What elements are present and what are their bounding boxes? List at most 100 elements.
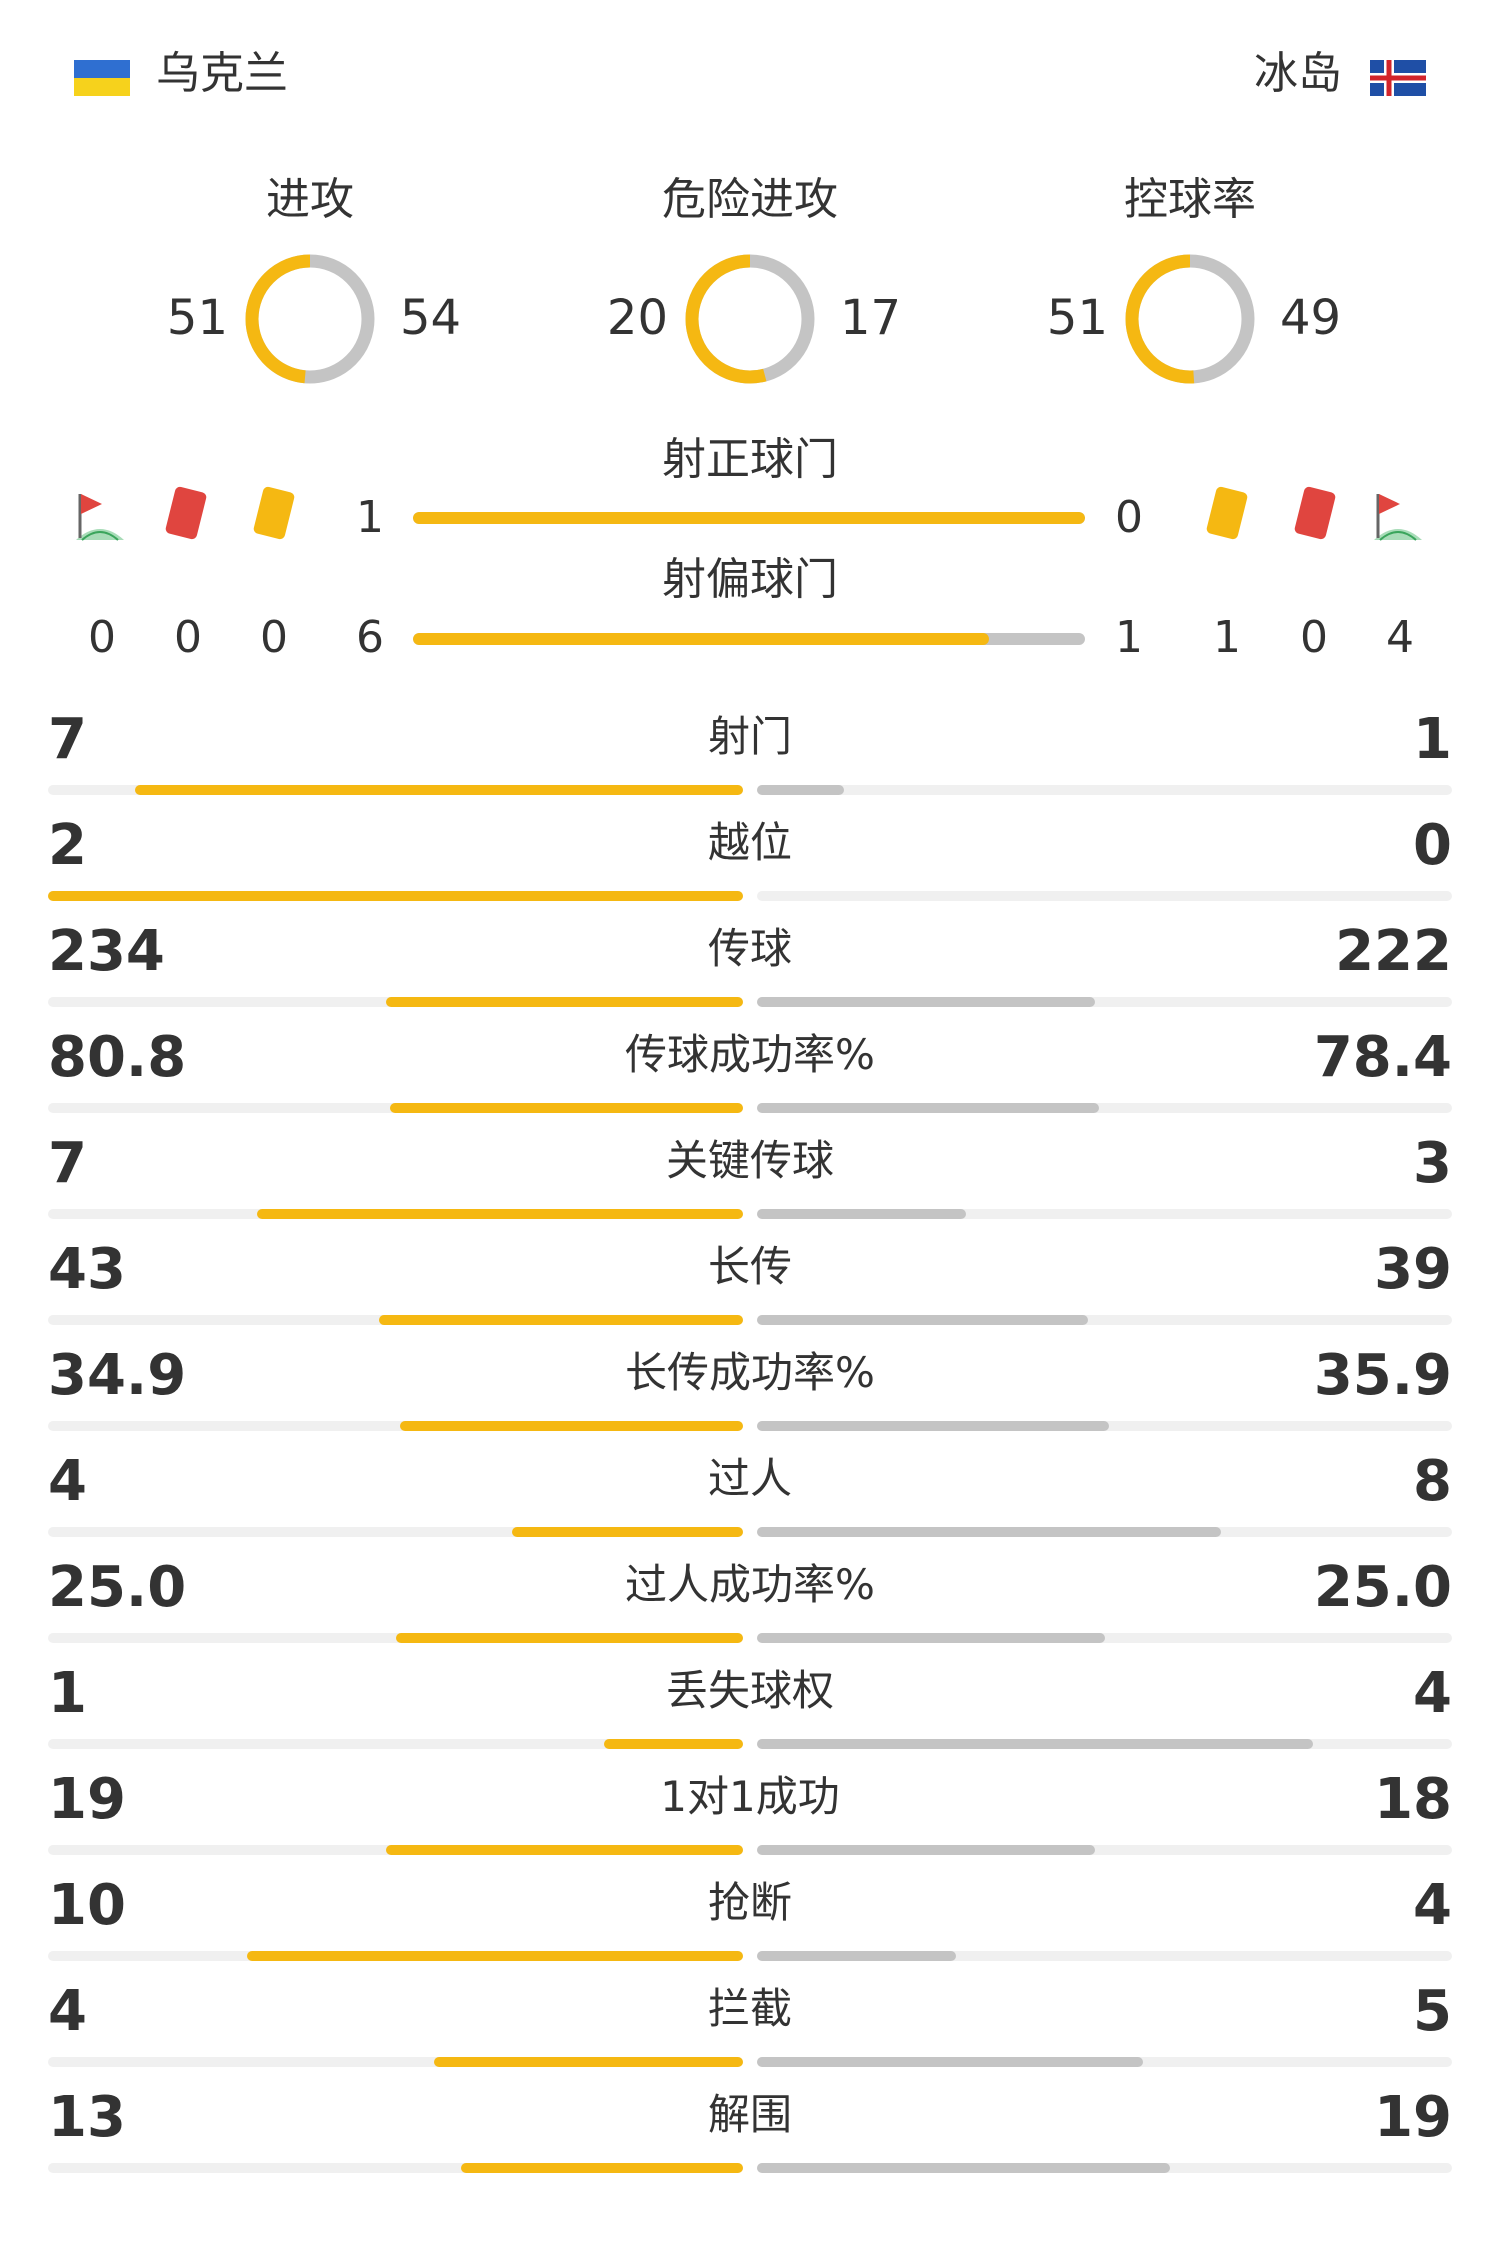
stat-home-track	[48, 1633, 743, 1643]
stat-label: 过人	[707, 1454, 792, 1503]
stat-home-track	[48, 1103, 743, 1113]
stat-home-bar	[511, 1527, 743, 1537]
stat-away-bar	[757, 1951, 956, 1961]
stat-row: 43 长传 39	[48, 1235, 1452, 1341]
stat-label: 传球成功率%	[625, 1030, 875, 1079]
stat-home-track	[48, 1951, 743, 1961]
stat-row: 19 1对1成功 18	[48, 1765, 1452, 1871]
stat-label: 关键传球	[665, 1136, 834, 1185]
stat-home-value: 2	[48, 813, 87, 878]
corner-flag-icon	[1374, 494, 1422, 541]
stat-away-bar	[757, 1103, 1099, 1113]
stat-label: 射门	[707, 712, 792, 761]
stat-home-value: 19	[48, 1767, 126, 1832]
stat-home-track	[48, 785, 743, 795]
iceland-flag-icon	[1370, 60, 1426, 96]
shots-on-target-label: 射正球门	[662, 434, 838, 485]
stat-row: 4 拦截 5	[48, 1977, 1452, 2083]
stat-home-track	[48, 891, 743, 901]
stat-home-track	[48, 997, 743, 1007]
stat-away-bar	[757, 1421, 1110, 1431]
shots-on-target-home-fill	[413, 512, 1085, 524]
home-shots-off-target: 6	[356, 612, 384, 663]
stat-away-value: 1	[1413, 707, 1452, 772]
shots-off-target-label: 射偏球门	[662, 554, 838, 605]
stat-away-track	[757, 2057, 1452, 2067]
stat-away-bar	[757, 2057, 1144, 2067]
stat-home-track	[48, 1527, 743, 1537]
stat-home-track	[48, 2057, 743, 2067]
red-card-icon	[1294, 486, 1336, 540]
red-card-icon	[165, 486, 207, 540]
stat-home-value: 80.8	[48, 1025, 187, 1090]
donut-away-value: 49	[1280, 290, 1342, 346]
stat-home-track	[48, 2163, 743, 2173]
away-red-cards: 0	[1300, 612, 1328, 663]
stat-label: 1对1成功	[660, 1772, 840, 1821]
stat-home-bar	[134, 785, 743, 795]
ukraine-flag-icon	[74, 60, 130, 96]
stat-home-bar	[395, 1633, 743, 1643]
stat-home-bar	[48, 891, 743, 901]
stat-away-value: 222	[1335, 919, 1452, 984]
stat-away-track	[757, 1633, 1452, 1643]
stat-away-track	[757, 891, 1452, 901]
stat-away-value: 35.9	[1313, 1343, 1452, 1408]
stat-away-value: 39	[1374, 1237, 1452, 1302]
stat-away-bar	[757, 1845, 1095, 1855]
stat-label: 传球	[707, 924, 792, 973]
stat-home-value: 4	[48, 1979, 87, 2044]
donut-home-arc	[245, 254, 375, 384]
stat-away-bar	[757, 1315, 1088, 1325]
stat-away-track	[757, 1209, 1452, 1219]
stat-home-track	[48, 1739, 743, 1749]
stat-home-value: 7	[48, 707, 87, 772]
away-shots-off-target: 1	[1115, 612, 1143, 663]
yellow-card-icon	[1206, 486, 1248, 540]
donut-away-value: 17	[840, 290, 902, 346]
stat-away-bar	[757, 2163, 1170, 2173]
stat-away-value: 18	[1374, 1767, 1452, 1832]
home-team-name: 乌克兰	[156, 48, 288, 99]
stat-away-value: 0	[1413, 813, 1452, 878]
home-yellow-cards: 0	[260, 612, 288, 663]
stat-row: 25.0 过人成功率% 25.0	[48, 1553, 1452, 1659]
stat-away-track	[757, 2163, 1452, 2173]
away-shots-on-target: 0	[1115, 492, 1143, 543]
stat-home-bar	[434, 2057, 743, 2067]
stat-away-track	[757, 1421, 1452, 1431]
stat-away-value: 8	[1413, 1449, 1452, 1514]
stat-home-track	[48, 1421, 743, 1431]
stat-label: 长传	[707, 1242, 792, 1291]
stat-away-track	[757, 785, 1452, 795]
stat-home-bar	[246, 1951, 743, 1961]
stat-home-track	[48, 1209, 743, 1219]
stat-away-track	[757, 1951, 1452, 1961]
stat-away-value: 78.4	[1313, 1025, 1452, 1090]
donut-chart	[245, 254, 375, 384]
stat-away-track	[757, 1315, 1452, 1325]
stat-away-track	[757, 1845, 1452, 1855]
stat-away-track	[757, 997, 1452, 1007]
stat-label: 抢断	[707, 1878, 792, 1927]
home-corners: 0	[88, 612, 116, 663]
stat-away-value: 25.0	[1313, 1555, 1452, 1620]
stat-row: 234 传球 222	[48, 917, 1452, 1023]
stat-home-value: 7	[48, 1131, 87, 1196]
stat-home-bar	[386, 997, 743, 1007]
stat-away-value: 19	[1374, 2085, 1452, 2150]
yellow-card-icon	[253, 486, 295, 540]
stat-away-bar	[757, 1739, 1313, 1749]
stat-home-bar	[256, 1209, 743, 1219]
stat-label: 长传成功率%	[625, 1348, 875, 1397]
stat-away-bar	[757, 1527, 1221, 1537]
stat-label: 过人成功率%	[625, 1560, 875, 1609]
stat-home-value: 25.0	[48, 1555, 187, 1620]
home-red-cards: 0	[174, 612, 202, 663]
donut-home-value: 51	[1046, 290, 1108, 346]
stat-row: 7 射门 1	[48, 705, 1452, 811]
away-yellow-cards: 1	[1213, 612, 1241, 663]
stat-row: 13 解围 19	[48, 2083, 1452, 2189]
stat-away-bar	[757, 1209, 966, 1219]
stat-row: 34.9 长传成功率% 35.9	[48, 1341, 1452, 1447]
